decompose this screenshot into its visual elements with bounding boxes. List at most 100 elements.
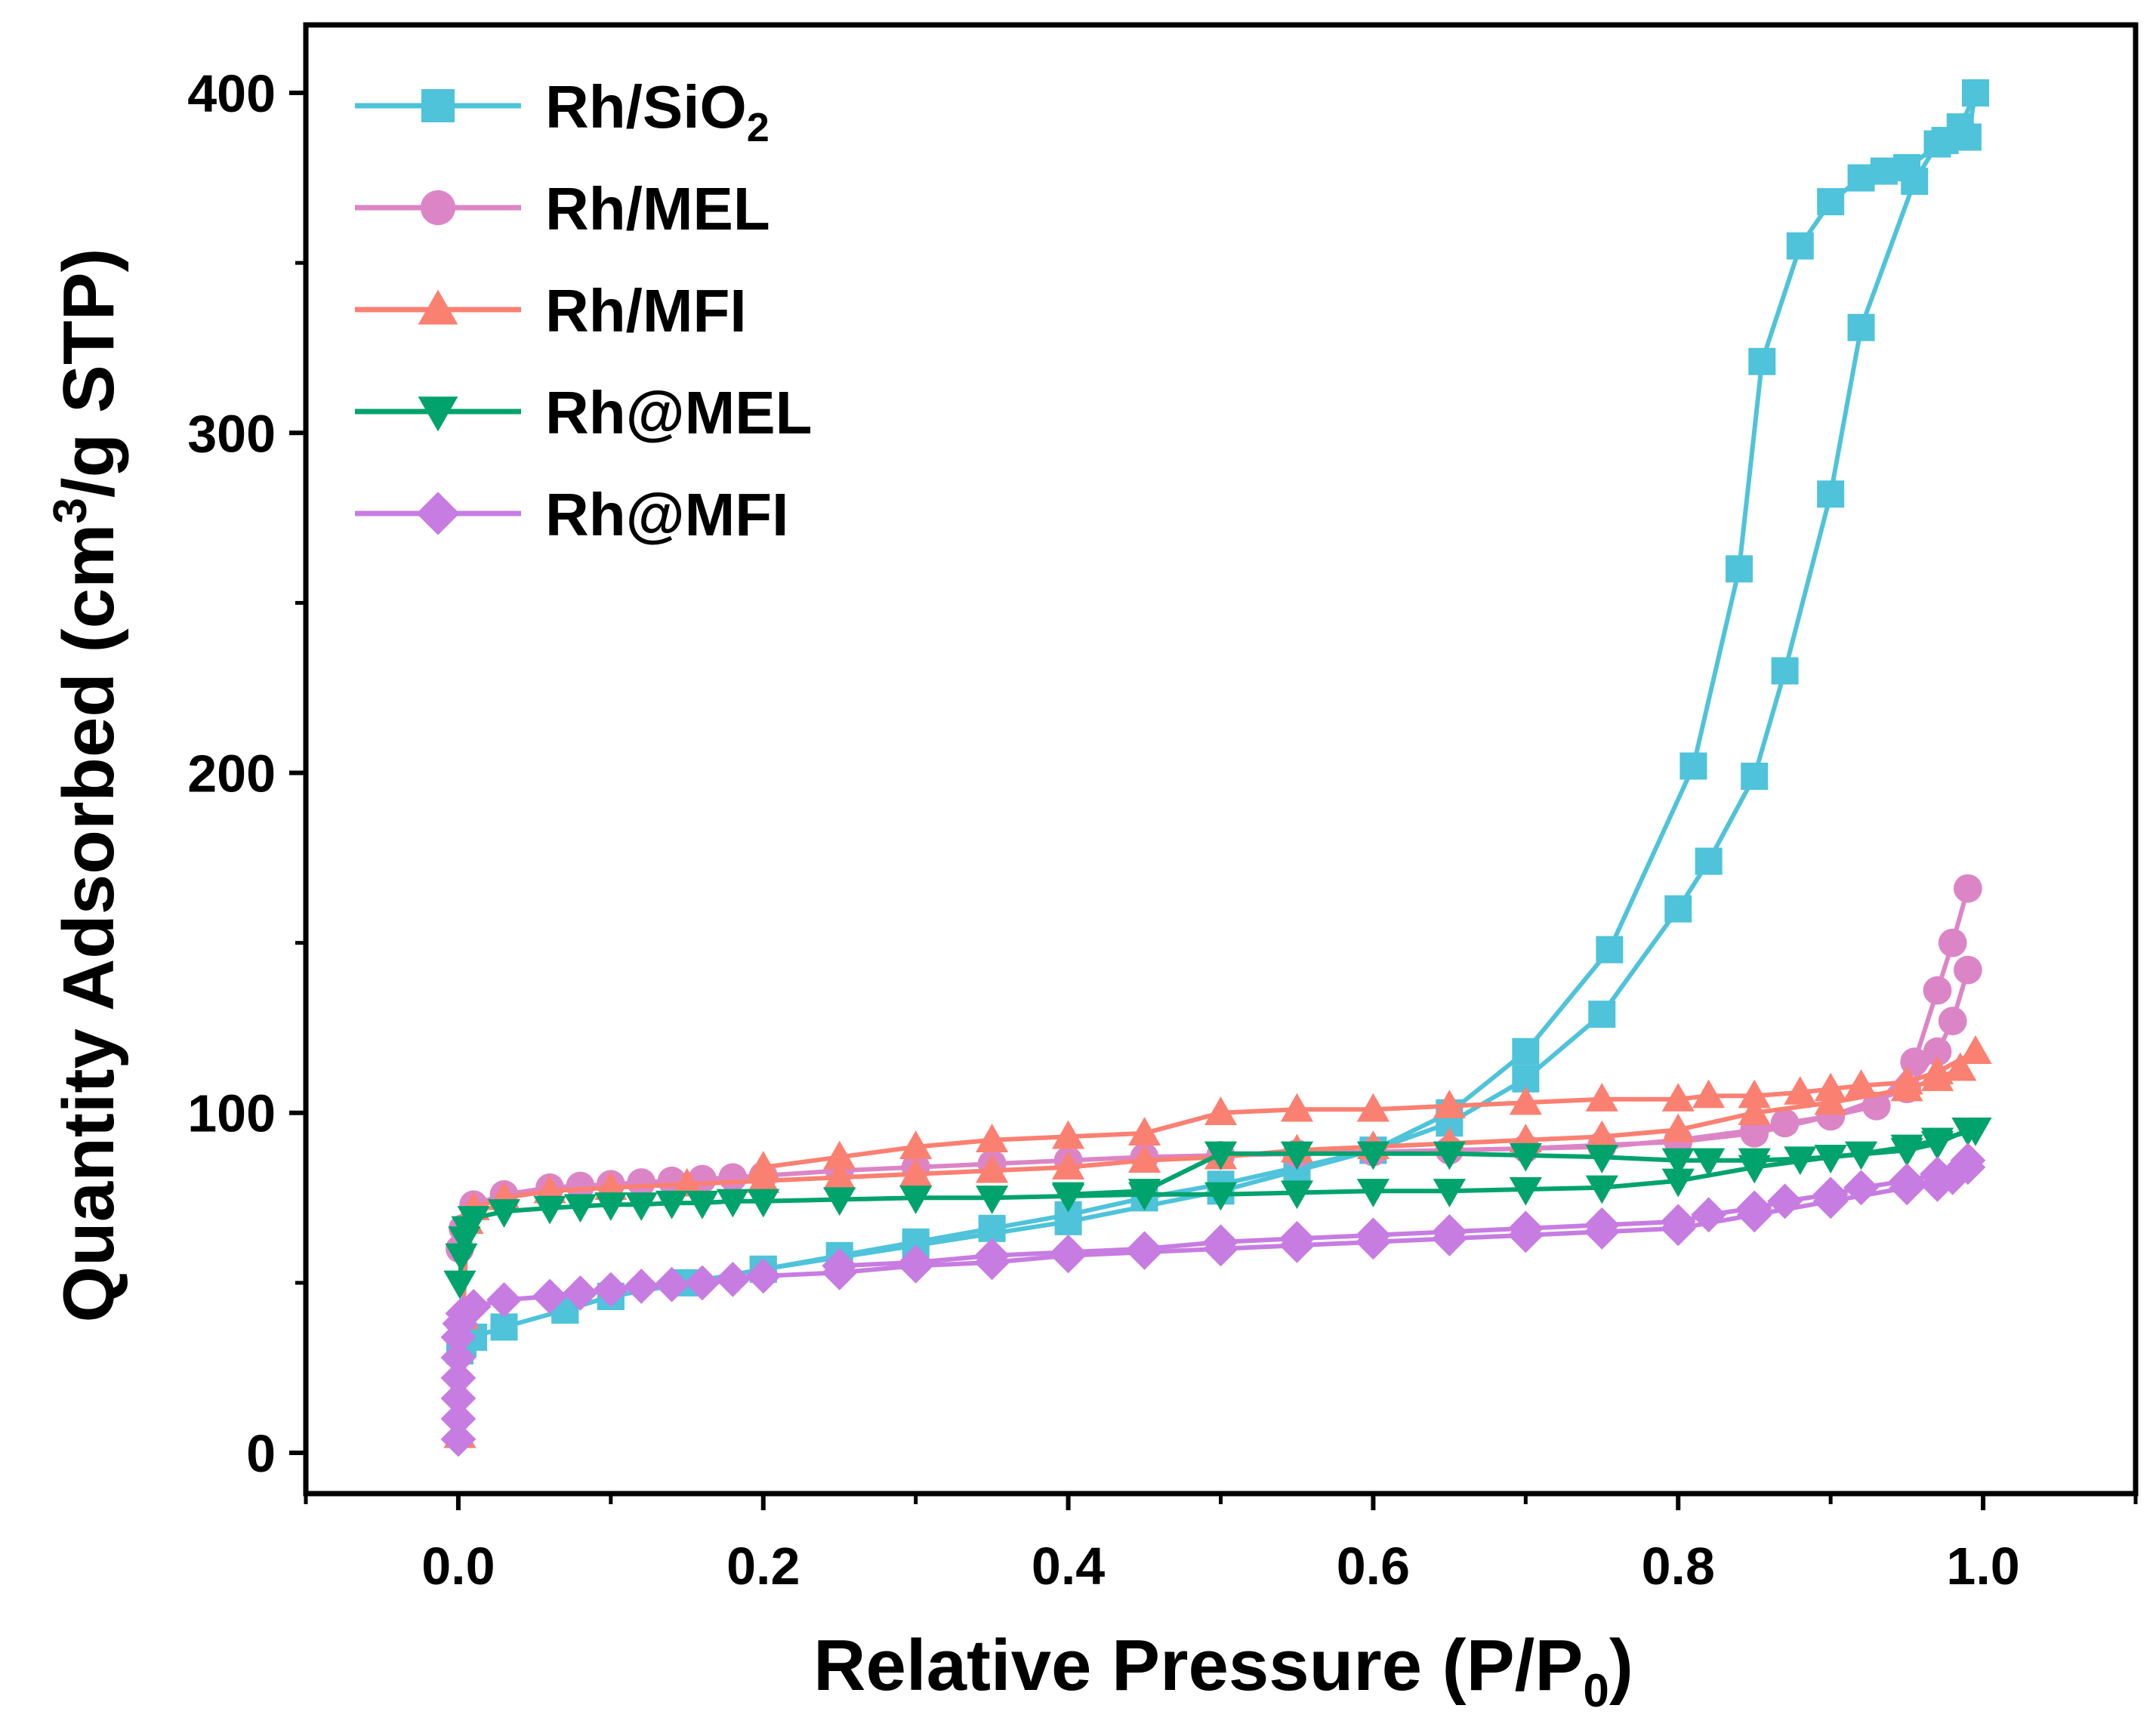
data-point-rh-mfi-adsorption-25	[1944, 1052, 1977, 1081]
legend-label-text-rh-mel: Rh/MEL	[545, 175, 770, 242]
data-point-rh-mel-adsorption-27	[1923, 1037, 1952, 1066]
data-point-rh-mfi-adsorption-0	[440, 1421, 477, 1457]
data-point-rh-mfi-adsorption-12	[593, 1272, 629, 1308]
data-point-rh-mfi-adsorption-9	[486, 1281, 522, 1318]
legend-marker-rh-sio2	[421, 89, 455, 122]
data-point-rh-sio2-desorption-1	[1954, 123, 1982, 151]
data-point-rh-mfi-desorption-1	[1920, 1156, 1955, 1192]
series-line-rh-mfi-desorption	[839, 1158, 1969, 1269]
data-point-rh-mel-adsorption-0	[443, 1270, 477, 1300]
data-point-rh-sio2-desorption-2	[1931, 127, 1959, 155]
y-axis-title-superscript: 3	[45, 498, 97, 523]
data-point-rh-mfi-desorption-4	[1814, 1072, 1847, 1102]
x-tick-label-0: 0.0	[421, 1537, 495, 1596]
data-point-rh-mel-adsorption-16	[976, 1186, 1009, 1214]
data-point-rh-mfi-adsorption-11	[563, 1275, 598, 1311]
legend-entry-rh-mel: Rh@MEL	[355, 379, 813, 446]
data-point-rh-mel-desorption-4	[1814, 1145, 1847, 1173]
data-point-rh-mfi-desorption-15	[1127, 1231, 1162, 1267]
data-point-rh-mel-adsorption-5	[566, 1171, 595, 1201]
data-point-rh-mel-adsorption-11	[686, 1190, 719, 1220]
data-point-rh-mfi-adsorption-21	[1738, 1096, 1771, 1125]
data-point-rh-mfi-adsorption-12	[1051, 1151, 1085, 1179]
data-point-rh-mfi-desorption-14	[1204, 1096, 1238, 1125]
legend-label-text-rh-mfi: Rh/MFI	[545, 277, 747, 344]
legend-entry-rh-sio2: Rh/SiO2	[355, 73, 770, 150]
series-rh-mfi	[440, 1142, 1986, 1457]
data-point-rh-mel-desorption-6	[1770, 1109, 1800, 1138]
data-point-rh-mfi-desorption-14	[1203, 1224, 1238, 1260]
data-point-rh-mfi-desorption-0	[1950, 1142, 1986, 1179]
legend-label-text-rh-sio2: Rh/SiO	[545, 73, 747, 140]
data-point-rh-sio2-adsorption-20	[1695, 847, 1723, 875]
data-point-rh-mel-desorption-10	[1509, 1142, 1542, 1172]
legend-label-subscript-rh-sio2: 2	[747, 105, 770, 150]
data-point-rh-mfi-desorption-17	[976, 1124, 1009, 1152]
legend-marker-rh-mel	[418, 396, 458, 432]
x-tick-label-5: 1.0	[1946, 1537, 2019, 1596]
data-point-rh-mfi-desorption-17	[974, 1238, 1010, 1274]
x-axis-title-tail: )	[1609, 1625, 1633, 1706]
data-point-rh-mfi-desorption-5	[1784, 1076, 1817, 1105]
y-tick-label-4: 400	[187, 64, 276, 123]
data-point-rh-mfi-desorption-16	[1051, 1120, 1085, 1149]
data-point-rh-mfi-desorption-5	[1767, 1183, 1803, 1220]
data-point-rh-mel-desorption-15	[1127, 1179, 1161, 1207]
data-point-rh-mfi-adsorption-20	[1661, 1113, 1695, 1142]
data-point-rh-mfi-desorption-9	[1585, 1083, 1618, 1112]
data-point-rh-mfi-desorption-10	[1507, 1210, 1544, 1247]
data-point-rh-mel-adsorption-25	[1661, 1168, 1695, 1198]
data-point-rh-mel-desorption-4	[1861, 1091, 1891, 1121]
data-point-rh-mfi-adsorption-10	[899, 1158, 933, 1186]
data-point-rh-mel-adsorption-23	[1509, 1176, 1542, 1206]
data-point-rh-sio2-adsorption-24	[1847, 313, 1875, 341]
data-point-rh-mel-desorption-11	[1433, 1141, 1466, 1170]
x-tick-label-4: 0.8	[1642, 1537, 1715, 1596]
data-point-rh-mel-adsorption-19	[1204, 1182, 1238, 1211]
data-point-rh-mel-adsorption-1	[445, 1243, 478, 1272]
data-point-rh-sio2-adsorption-3	[490, 1313, 518, 1341]
data-point-rh-mfi-adsorption-4	[440, 1340, 477, 1376]
data-point-rh-sio2-desorption-4	[1870, 157, 1898, 185]
data-point-rh-mel-desorption-7	[1692, 1148, 1726, 1177]
data-point-rh-mfi-desorption-15	[1127, 1117, 1161, 1146]
data-point-rh-sio2-desorption-12	[1512, 1038, 1540, 1065]
data-point-rh-mfi-adsorption-13	[623, 1268, 659, 1304]
data-point-rh-sio2-adsorption-22	[1771, 657, 1799, 685]
data-point-rh-mfi-desorption-16	[1050, 1234, 1086, 1270]
data-point-rh-mfi-adsorption-17	[745, 1258, 782, 1294]
data-point-rh-sio2-adsorption-21	[1741, 763, 1769, 791]
data-point-rh-mfi-desorption-19	[822, 1247, 858, 1284]
legend-marker-rh-mfi	[416, 492, 460, 535]
data-point-rh-mel-adsorption-7	[563, 1194, 597, 1223]
data-point-rh-mel-adsorption-6	[533, 1195, 566, 1225]
data-point-rh-mel-adsorption-14	[823, 1187, 856, 1216]
data-point-rh-mfi-adsorption-15	[684, 1265, 720, 1301]
data-point-rh-mel-desorption-8	[1661, 1148, 1695, 1177]
data-point-rh-mel-desorption-6	[1738, 1148, 1771, 1177]
data-point-rh-sio2-desorption-5	[1847, 164, 1875, 192]
data-point-rh-mel-adsorption-5	[487, 1199, 521, 1228]
data-point-rh-sio2-desorption-0	[1961, 79, 1989, 107]
x-axis-title-main: Relative Pressure (P/P	[813, 1625, 1583, 1706]
data-point-rh-mfi-desorption-6	[1736, 1190, 1772, 1226]
data-point-rh-mfi-adsorption-19	[1585, 1120, 1618, 1149]
data-point-rh-mel-desorption-0	[1959, 1118, 1992, 1146]
data-point-rh-mfi-adsorption-8	[455, 1288, 492, 1324]
data-point-rh-sio2-desorption-11	[1596, 936, 1624, 964]
data-point-rh-mfi-adsorption-9	[823, 1161, 856, 1190]
data-point-rh-mel-desorption-0	[1953, 874, 1982, 903]
legend-label-rh-sio2: Rh/SiO2	[545, 73, 770, 150]
data-point-rh-mfi-adsorption-11	[976, 1154, 1009, 1183]
data-point-rh-mfi-desorption-18	[899, 1130, 933, 1159]
data-point-rh-mfi-adsorption-13	[1127, 1144, 1161, 1173]
data-point-rh-mfi-desorption-20	[747, 1151, 780, 1179]
data-point-rh-mel-adsorption-9	[625, 1192, 658, 1221]
x-tick-label-2: 0.4	[1032, 1537, 1105, 1596]
data-point-rh-mfi-desorption-9	[1584, 1207, 1620, 1243]
data-point-rh-mfi-desorption-3	[1843, 1170, 1879, 1206]
y-tick-label-2: 200	[187, 745, 276, 803]
data-point-rh-mel-adsorption-13	[747, 1189, 780, 1218]
data-point-rh-mel-adsorption-7	[627, 1168, 656, 1197]
